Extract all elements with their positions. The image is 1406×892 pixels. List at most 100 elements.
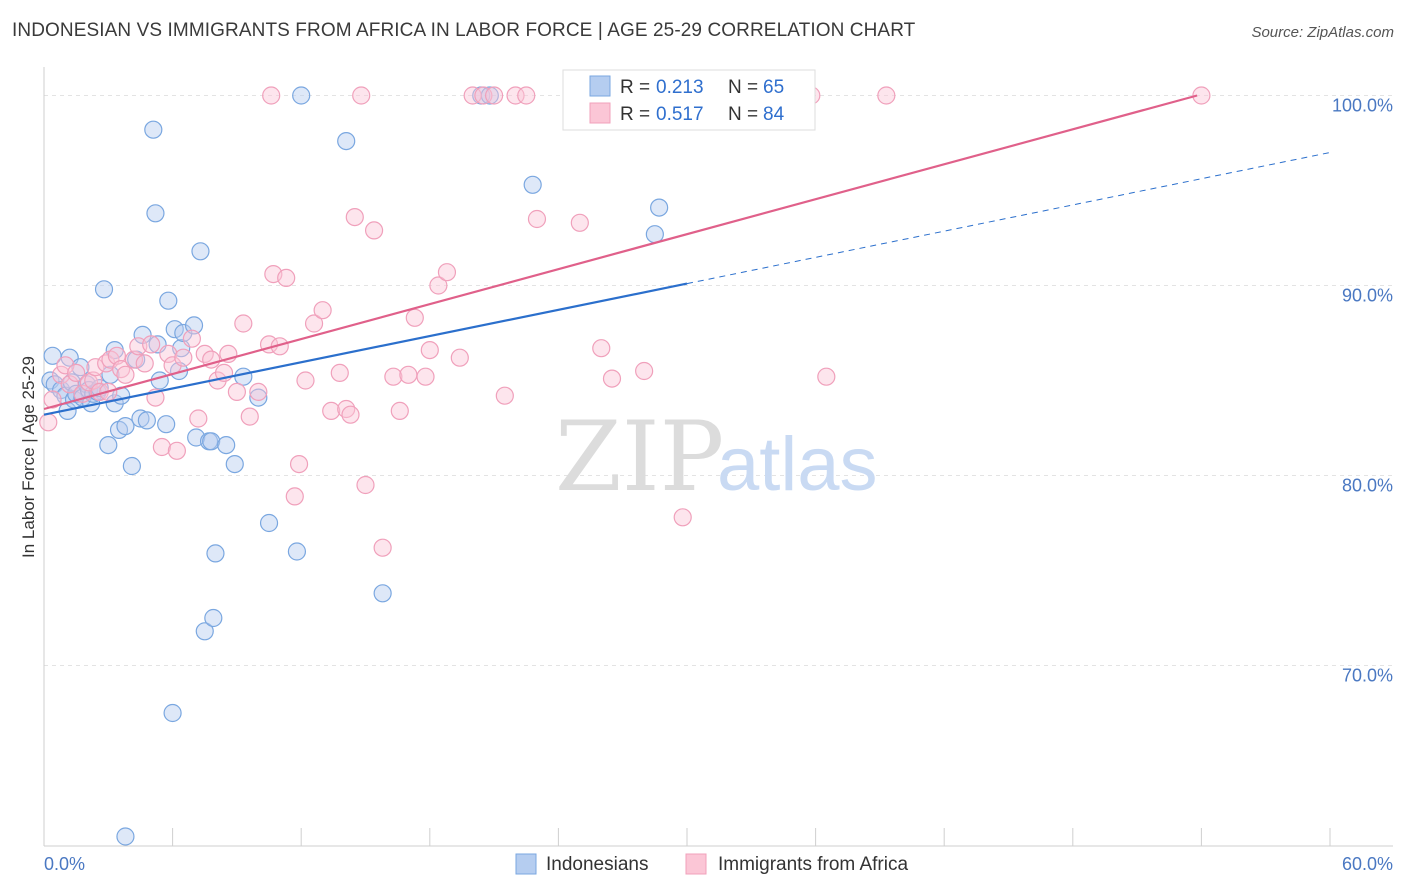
- source-label: Source: ZipAtlas.com: [1251, 24, 1394, 41]
- point-1-70: [570, 213, 589, 232]
- point-0-41: [184, 316, 204, 335]
- point-1-0: [39, 413, 58, 432]
- point-1-68: [517, 86, 536, 105]
- point-1-82: [262, 86, 281, 105]
- point-0-18: [94, 280, 114, 299]
- point-0-31: [144, 120, 163, 139]
- point-1-41: [285, 487, 304, 506]
- point-1-52: [364, 221, 384, 240]
- legend-r-label-1: R =: [620, 77, 650, 98]
- point-1-54: [384, 367, 403, 386]
- y-axis-label: In Labor Force | Age 25-29: [19, 356, 38, 558]
- point-1-49: [341, 405, 360, 424]
- legend-n-value-2: 84: [763, 104, 785, 125]
- point-1-8: [84, 371, 103, 390]
- point-1-63: [463, 86, 482, 105]
- point-0-59: [523, 175, 542, 194]
- point-1-51: [356, 475, 375, 495]
- legend-box: R = 0.213 N = 65 R = 0.517 N = 84: [562, 69, 816, 131]
- point-1-57: [405, 308, 424, 327]
- point-1-56: [399, 365, 418, 384]
- point-1-25: [174, 348, 193, 367]
- point-1-34: [234, 314, 253, 333]
- point-1-44: [304, 314, 324, 333]
- bottom-legend-swatch-indonesians: [515, 853, 537, 875]
- x-tick-max: 60.0%: [1342, 854, 1393, 874]
- legend-r-value-2: 0.517: [656, 104, 704, 125]
- y-tick-label-80: 80.0%: [1342, 476, 1393, 496]
- point-1-46: [322, 401, 341, 420]
- point-1-69: [527, 209, 547, 229]
- point-1-19: [142, 335, 161, 354]
- point-1-35: [240, 407, 259, 426]
- point-0-53: [287, 542, 307, 561]
- legend-n-label-1: N =: [728, 77, 758, 98]
- point-0-25: [116, 417, 135, 436]
- point-1-36: [249, 382, 268, 401]
- point-1-4: [60, 375, 79, 394]
- point-0-37: [165, 320, 184, 339]
- point-1-67: [506, 86, 525, 105]
- point-1-21: [152, 437, 171, 457]
- point-1-76: [673, 508, 692, 527]
- point-1-43: [296, 371, 315, 390]
- point-1-81: [352, 86, 371, 105]
- bottom-legend-indonesians: Indonesians: [546, 854, 648, 875]
- point-1-61: [437, 263, 457, 282]
- point-0-19: [99, 436, 118, 455]
- point-0-46: [202, 432, 221, 451]
- watermark-atlas: atlas: [717, 422, 878, 507]
- point-1-50: [345, 208, 364, 227]
- point-0-61: [650, 198, 669, 217]
- point-1-1: [43, 390, 62, 409]
- point-1-18: [135, 354, 154, 373]
- point-1-53: [373, 538, 392, 557]
- point-1-33: [227, 382, 246, 401]
- point-0-55: [337, 132, 356, 151]
- point-0-63: [163, 703, 182, 723]
- point-1-64: [474, 86, 493, 105]
- bottom-legend-swatch-africa: [685, 853, 707, 875]
- point-1-45: [313, 301, 332, 320]
- legend-n-value-1: 65: [763, 77, 784, 98]
- point-1-27: [189, 409, 208, 428]
- point-0-44: [195, 622, 214, 641]
- point-1-3: [56, 356, 75, 375]
- point-0-62: [116, 827, 135, 846]
- chart-title: INDONESIAN VS IMMIGRANTS FROM AFRICA IN …: [12, 20, 916, 41]
- y-tick-label-90: 90.0%: [1342, 286, 1393, 306]
- point-1-79: [877, 86, 896, 105]
- point-1-47: [330, 363, 349, 382]
- point-1-40: [277, 268, 296, 287]
- point-0-54: [292, 86, 311, 105]
- series-indonesians-points: [41, 86, 669, 846]
- legend-swatch-africa: [589, 102, 611, 124]
- axes: [43, 67, 1393, 847]
- point-0-64: [204, 608, 223, 628]
- point-0-35: [157, 415, 176, 434]
- point-1-22: [159, 344, 178, 363]
- trend-line-extension-0: [686, 152, 1331, 285]
- point-1-62: [450, 348, 469, 367]
- point-0-30: [137, 411, 156, 430]
- point-1-80: [1192, 86, 1211, 105]
- point-1-24: [167, 441, 186, 460]
- point-0-52: [259, 513, 279, 533]
- point-0-51: [249, 388, 268, 407]
- point-0-32: [146, 204, 165, 223]
- point-0-28: [131, 409, 150, 428]
- point-0-34: [150, 371, 169, 390]
- y-tick-label-100: 100.0%: [1332, 96, 1393, 116]
- point-1-5: [67, 363, 86, 382]
- trend-lines: [43, 94, 1331, 416]
- point-0-60: [645, 225, 664, 244]
- trend-line-1: [43, 94, 1198, 411]
- point-1-26: [182, 329, 201, 348]
- point-1-73: [602, 369, 622, 388]
- point-0-47: [206, 544, 225, 563]
- point-0-43: [191, 242, 210, 261]
- point-0-36: [159, 291, 178, 310]
- trend-line-0: [43, 282, 688, 416]
- legend-n-label-2: N =: [728, 104, 758, 125]
